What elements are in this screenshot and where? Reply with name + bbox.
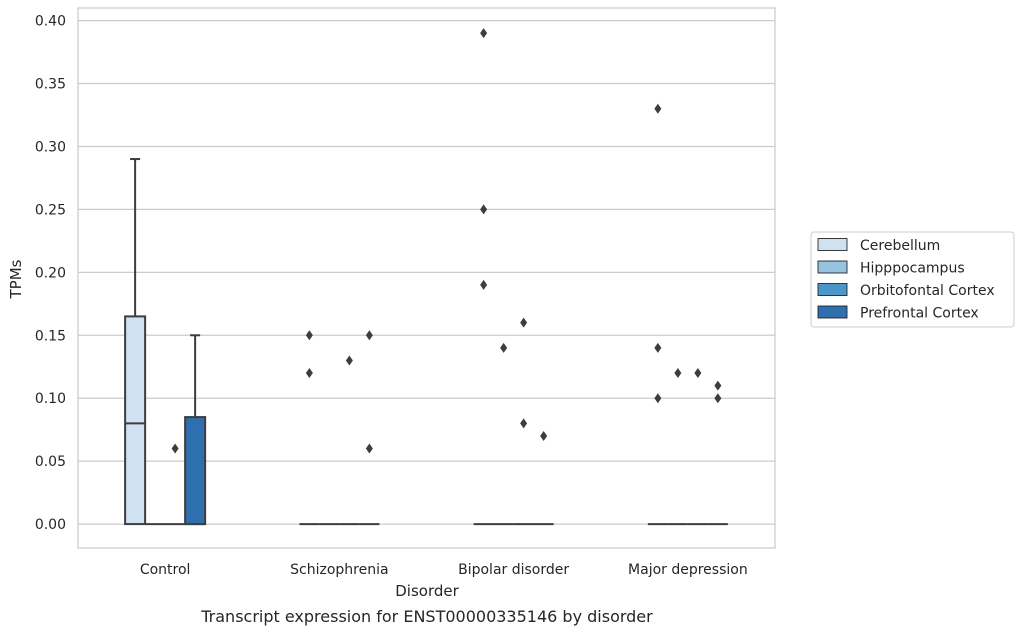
legend-label: Cerebellum	[860, 238, 940, 254]
category-group	[299, 330, 380, 526]
outlier-point	[674, 368, 682, 379]
x-tick-label: Major depression	[628, 562, 748, 578]
legend-swatch	[817, 238, 848, 251]
y-tick-label: 0.30	[35, 139, 66, 155]
box-0	[473, 28, 494, 526]
x-tick-label: Control	[140, 562, 191, 578]
box-3	[707, 380, 728, 526]
box-2	[687, 368, 708, 526]
outlier-point	[714, 380, 722, 391]
y-tick-label: 0.20	[35, 265, 66, 281]
category-group	[124, 158, 207, 526]
box-2	[165, 443, 186, 526]
legend-swatch	[817, 283, 848, 296]
category-group	[647, 103, 728, 526]
legend-label: Prefrontal Cortex	[860, 306, 979, 322]
outlier-point	[171, 443, 179, 454]
box-1	[667, 368, 688, 526]
outlier-point	[654, 103, 662, 114]
y-tick-label: 0.00	[35, 517, 66, 533]
legend-frame	[810, 231, 1015, 328]
outlier-point	[480, 279, 488, 290]
box-2	[513, 317, 534, 526]
outlier-point	[365, 330, 373, 341]
legend-swatch	[817, 305, 848, 319]
legend-label: Hipppocampus	[860, 261, 965, 277]
outlier-point	[500, 342, 508, 353]
outlier-point	[305, 330, 313, 341]
outlier-point	[714, 393, 722, 404]
box-groups	[124, 28, 728, 526]
plot-frame	[77, 7, 776, 549]
x-tick-label: Bipolar disorder	[458, 562, 569, 578]
box-3	[184, 334, 207, 526]
outlier-point	[654, 342, 662, 353]
y-tick-label: 0.05	[35, 454, 66, 470]
legend: Cerebellum Hipppocampus Orbitofontal Corte…	[810, 231, 1015, 328]
outlier-point	[480, 204, 488, 215]
outlier-point	[694, 368, 702, 379]
outlier-point	[480, 28, 488, 39]
y-tick-label: 0.40	[35, 14, 66, 30]
x-tick-label: Schizophrenia	[290, 562, 388, 578]
outlier-point	[520, 418, 528, 429]
box-0	[299, 330, 320, 526]
y-axis-label: TPMs	[7, 259, 25, 299]
legend-swatch	[817, 260, 848, 274]
category-group	[473, 28, 554, 526]
box-2	[339, 355, 360, 526]
outlier-point	[305, 368, 313, 379]
y-tick-labels: 0.00 0.05 0.10 0.15 0.20 0.25 0.30 0.35 0.40	[35, 14, 66, 533]
legend-items: Cerebellum Hipppocampus Orbitofontal Corte…	[817, 238, 995, 322]
x-axis-label: Disorder	[395, 582, 459, 600]
box-0	[124, 158, 147, 526]
y-tick-label: 0.15	[35, 328, 66, 344]
box-1	[493, 342, 514, 526]
outlier-point	[365, 443, 373, 454]
box-iqr	[124, 315, 147, 526]
box-3	[359, 330, 380, 526]
y-tick-label: 0.25	[35, 202, 66, 218]
outlier-point	[520, 317, 528, 328]
outlier-point	[345, 355, 353, 366]
x-tick-labels: Control Schizophrenia Bipolar disorder Majo…	[140, 562, 748, 578]
chart-caption: Transcript expression for ENST0000033514…	[200, 607, 653, 626]
legend-label: Orbitofontal Cortex	[860, 283, 995, 299]
box-3	[533, 430, 554, 526]
outlier-point	[540, 430, 548, 441]
outlier-point	[654, 393, 662, 404]
y-tick-label: 0.35	[35, 77, 66, 93]
gridlines	[78, 19, 775, 525]
box-0	[647, 103, 668, 526]
box-iqr	[184, 416, 207, 526]
y-tick-label: 0.10	[35, 391, 66, 407]
